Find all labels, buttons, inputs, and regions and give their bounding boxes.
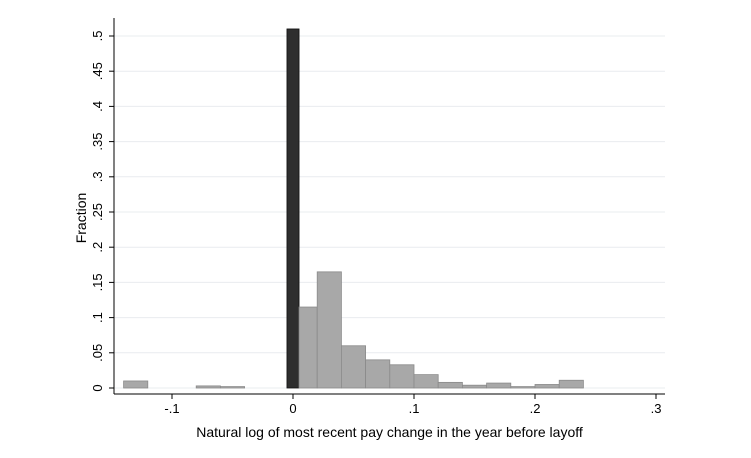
histogram-bar-15 [558, 379, 584, 389]
x-tick-label-4: .3 [651, 401, 662, 416]
histogram-bars [123, 28, 584, 389]
x-tick-label-2: .1 [409, 401, 420, 416]
grid-lines [114, 35, 665, 389]
histogram-bar-6 [340, 345, 366, 389]
x-axis-ticks: -.1 0 .1 .2 .3 [164, 394, 661, 416]
y-tick-label-4: .2 [90, 242, 105, 253]
y-axis-ticks: 0 .05 .1 .15 .2 .25 .3 .35 .4 .45 .5 [90, 31, 114, 392]
histogram-bar-1 [195, 385, 221, 389]
histogram-bar-8 [389, 364, 415, 389]
y-tick-label-7: .35 [90, 133, 105, 151]
histogram-bar-2 [219, 386, 245, 389]
y-tick-label-10: .5 [90, 31, 105, 42]
y-tick-label-2: .1 [90, 312, 105, 323]
histogram-bar-14 [534, 384, 560, 389]
y-axis-title: Fraction [73, 193, 89, 244]
x-axis-title: Natural log of most recent pay change in… [196, 424, 583, 440]
histogram-bar-12 [486, 382, 512, 389]
histogram-bar-7 [365, 359, 391, 389]
histogram-bar-10 [437, 381, 463, 389]
histogram-bar-spike [286, 28, 300, 389]
y-tick-label-3: .15 [90, 273, 105, 291]
y-tick-label-6: .3 [90, 171, 105, 182]
histogram-bar-13 [510, 386, 536, 389]
x-tick-label-3: .2 [530, 401, 541, 416]
axes [113, 18, 665, 395]
histogram-bar-4 [298, 306, 318, 389]
histogram-bar-11 [461, 384, 487, 389]
x-tick-label-1: 0 [289, 401, 296, 416]
histogram-bar-9 [413, 374, 439, 389]
x-tick-label-0: -.1 [164, 401, 179, 416]
y-tick-label-0: 0 [90, 384, 105, 391]
y-tick-label-1: .05 [90, 344, 105, 362]
histogram-bar-0 [123, 380, 149, 389]
y-tick-label-5: .25 [90, 203, 105, 221]
y-tick-label-9: .45 [90, 62, 105, 80]
y-tick-label-8: .4 [90, 101, 105, 112]
histogram-bar-5 [316, 271, 342, 389]
